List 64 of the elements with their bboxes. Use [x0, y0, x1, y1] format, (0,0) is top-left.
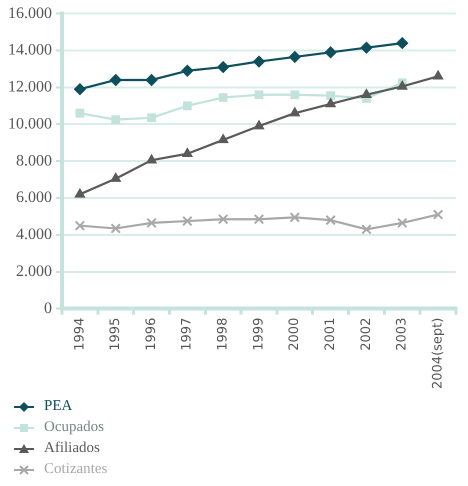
x-tick-label: 1995 [108, 318, 124, 351]
point [182, 216, 193, 226]
point [361, 224, 372, 235]
point [254, 120, 264, 130]
point [325, 98, 336, 108]
y-tick-label: 10.000 [8, 115, 52, 132]
point [110, 74, 122, 86]
point [288, 50, 301, 63]
point [146, 74, 158, 86]
legend-label: Cotizantes [44, 461, 108, 478]
x-tick-label: 2002 [358, 318, 374, 351]
point [396, 37, 408, 50]
point [290, 107, 300, 116]
x-tick-label: 1994 [72, 318, 88, 351]
legend-label: Ocupados [44, 419, 104, 436]
point [74, 188, 86, 198]
x-tick-label: 1997 [180, 318, 195, 351]
point [360, 42, 372, 54]
point [218, 93, 228, 102]
point [110, 172, 121, 182]
point [397, 218, 408, 228]
point [111, 115, 120, 124]
point [181, 64, 194, 77]
x-tick-label: 2003 [394, 318, 410, 351]
y-tick-label: 8.000 [16, 152, 52, 170]
y-tick-label: 2.000 [16, 262, 52, 280]
point [218, 214, 228, 224]
x-tick-label: 2004(sept) [430, 318, 446, 390]
point [254, 214, 264, 224]
x-tick-label: 2000 [287, 318, 302, 351]
y-tick-label: 0 [44, 300, 52, 317]
point [432, 70, 444, 80]
point [326, 91, 336, 100]
x-tick-label: 2001 [323, 318, 338, 351]
point [290, 90, 300, 100]
x-tick-label: 1998 [216, 318, 231, 351]
point [76, 108, 84, 118]
point [324, 46, 337, 58]
point [146, 218, 157, 228]
point [147, 113, 156, 122]
legend-label: Afiliados [44, 440, 100, 457]
y-tick-label: 14.000 [8, 42, 52, 59]
point [361, 88, 372, 98]
point [217, 61, 230, 74]
point [397, 80, 408, 90]
point [146, 154, 157, 164]
x-tick-label: 1999 [251, 318, 266, 351]
point [218, 134, 228, 144]
point [74, 220, 86, 231]
x-tick-label: 1996 [144, 318, 159, 351]
point [253, 56, 265, 68]
y-tick-label: 6.000 [16, 189, 52, 206]
point [110, 223, 121, 234]
point [254, 90, 264, 100]
y-tick-label: 16.000 [8, 4, 52, 22]
point [290, 212, 300, 223]
y-tick-label: 4.000 [16, 226, 52, 244]
point [432, 209, 444, 220]
point [325, 214, 336, 226]
point [182, 101, 192, 110]
point [74, 83, 86, 96]
point [182, 148, 193, 157]
legend-label: PEA [44, 398, 72, 415]
y-tick-label: 12.000 [8, 78, 52, 96]
